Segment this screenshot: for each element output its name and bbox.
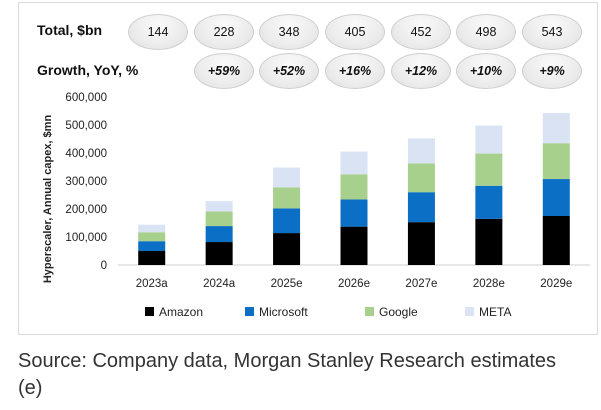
bar-segment-google — [273, 187, 301, 209]
y-tick-label: 100,000 — [65, 232, 107, 244]
y-tick-label: 600,000 — [65, 92, 107, 104]
total-row-label: Total, $bn — [37, 22, 103, 38]
bar-segment-amazon — [205, 242, 233, 265]
x-tick-label: 2028e — [473, 278, 505, 290]
bar-segment-google — [407, 163, 435, 193]
bar-segment-meta — [542, 112, 570, 144]
legend-label: META — [479, 305, 511, 319]
bar-segment-meta — [475, 125, 503, 154]
y-tick-label: 0 — [101, 260, 107, 272]
bar-segment-meta — [205, 201, 233, 212]
legend-label: Microsoft — [259, 305, 308, 319]
y-tick-label: 400,000 — [65, 148, 107, 160]
growth-pill: +12% — [391, 53, 451, 89]
x-tick-label: 2027e — [405, 278, 437, 290]
bar-segment-amazon — [138, 251, 166, 265]
bar-segment-amazon — [542, 216, 570, 265]
legend-swatch — [245, 307, 254, 316]
x-tick-label: 2024a — [203, 278, 236, 290]
y-axis-title: Hyperscaler, Annual capex, $mn — [42, 115, 54, 284]
x-tick-label: 2029e — [540, 278, 572, 290]
legend-label: Amazon — [159, 305, 203, 319]
x-tick-label: 2026e — [338, 278, 370, 290]
bar-segment-amazon — [340, 226, 368, 265]
source-caption: Source: Company data, Morgan Stanley Res… — [18, 350, 557, 399]
bar-segment-google — [542, 143, 570, 180]
legend-label: Google — [379, 305, 418, 319]
total-pill: 348 — [259, 14, 319, 50]
growth-row-label: Growth, YoY, % — [37, 62, 139, 78]
x-tick-label: 2025e — [271, 278, 303, 290]
y-tick-label: 200,000 — [65, 204, 107, 216]
bar-segment-amazon — [407, 222, 435, 265]
bar-segment-google — [205, 211, 233, 227]
bar-segment-google — [340, 174, 368, 200]
bar-segment-amazon — [475, 218, 503, 265]
y-tick-label: 300,000 — [65, 176, 107, 188]
bar-segment-microsoft — [542, 179, 570, 216]
bar-segment-microsoft — [407, 192, 435, 223]
bar-segment-meta — [407, 138, 435, 164]
bar-segment-amazon — [273, 233, 301, 265]
total-pill: 228 — [194, 14, 254, 50]
bar-segment-google — [138, 232, 166, 242]
legend-swatch — [365, 307, 374, 316]
growth-pill: +9% — [522, 53, 582, 89]
bar-segment-microsoft — [475, 185, 503, 219]
y-tick-label: 500,000 — [65, 120, 107, 132]
legend-swatch — [145, 307, 154, 316]
bar-segment-microsoft — [205, 226, 233, 243]
total-pill: 405 — [325, 14, 385, 50]
total-pill: 498 — [456, 14, 516, 50]
x-tick-label: 2023a — [136, 278, 169, 290]
growth-pill: +59% — [194, 53, 254, 89]
bar-segment-meta — [273, 167, 301, 188]
total-pill: 543 — [522, 14, 582, 50]
total-pill: 144 — [128, 14, 188, 50]
bar-segment-microsoft — [340, 199, 368, 227]
legend-swatch — [465, 307, 474, 316]
total-pill: 452 — [391, 14, 451, 50]
growth-pill: +10% — [456, 53, 516, 89]
bar-segment-google — [475, 153, 503, 186]
bar-segment-meta — [138, 224, 166, 233]
bar-segment-meta — [340, 151, 368, 175]
bar-segment-microsoft — [138, 241, 166, 251]
growth-pill: +16% — [325, 53, 385, 89]
growth-pill: +52% — [259, 53, 319, 89]
bar-segment-microsoft — [273, 208, 301, 234]
